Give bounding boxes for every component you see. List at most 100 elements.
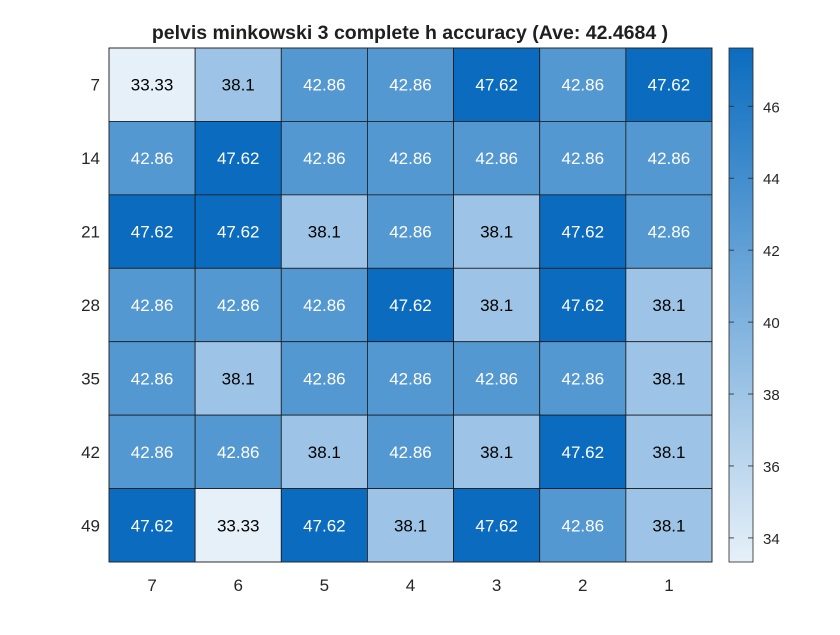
- colorbar-tick-label: 36: [763, 459, 780, 476]
- cell-value-label: 42.86: [303, 76, 346, 95]
- heatmap-cell: [453, 414, 541, 489]
- y-tick-label: 7: [91, 76, 100, 95]
- cell-value-label: 38.1: [652, 443, 685, 462]
- cell-value-label: 38.1: [308, 223, 341, 242]
- heatmap-cell: [108, 47, 196, 122]
- cell-value-label: 42.86: [131, 296, 174, 315]
- colorbar-tick-label: 44: [763, 171, 780, 188]
- x-tick-label: 4: [406, 576, 415, 595]
- cell-value-label: 47.62: [562, 443, 605, 462]
- colorbar-tick-label: 42: [763, 243, 780, 260]
- cell-value-label: 42.86: [562, 369, 605, 388]
- cell-value-label: 42.86: [131, 443, 174, 462]
- y-tick-label: 21: [81, 223, 100, 242]
- heatmap-cell: [367, 414, 454, 489]
- cell-value-label: 47.62: [475, 516, 518, 535]
- cell-value-label: 42.86: [131, 369, 174, 388]
- cell-value-label: 38.1: [480, 223, 513, 242]
- heatmap-cell: [280, 194, 368, 269]
- heatmap-cell: [108, 267, 196, 343]
- cell-value-label: 42.86: [389, 76, 432, 95]
- cell-value-label: 42.86: [562, 149, 605, 168]
- colorbar-tick-label: 38: [763, 387, 780, 404]
- heatmap-cell: [108, 341, 196, 416]
- heatmap-cell: [625, 121, 713, 196]
- cell-value-label: 42.86: [389, 223, 432, 242]
- colorbar-tick-label: 40: [763, 315, 780, 332]
- heatmap-cell: [539, 194, 627, 269]
- cell-value-label: 42.86: [303, 296, 346, 315]
- cell-value-label: 38.1: [652, 516, 685, 535]
- heatmap-cell: [367, 488, 454, 563]
- y-axis-tick-labels: 7 14 21 28 35 42 49: [81, 76, 100, 536]
- cell-value-label: 38.1: [222, 76, 255, 95]
- x-tick-label: 3: [492, 576, 501, 595]
- cell-value-label: 38.1: [652, 369, 685, 388]
- cell-value-label: 42.86: [562, 516, 605, 535]
- colorbar-tick-label: 34: [763, 531, 780, 548]
- y-tick-label: 28: [81, 296, 100, 315]
- cell-value-label: 38.1: [652, 296, 685, 315]
- y-tick-label: 14: [81, 149, 100, 168]
- heatmap-cell: [367, 267, 454, 343]
- x-tick-label: 1: [664, 576, 673, 595]
- cell-value-label: 47.62: [217, 149, 260, 168]
- cell-value-label: 38.1: [222, 369, 255, 388]
- cell-value-label: 42.86: [475, 149, 518, 168]
- colorbar-gradient: [728, 47, 754, 563]
- heatmap-cell: [625, 414, 713, 489]
- heatmap-cell: [367, 47, 454, 122]
- heatmap-cell: [625, 267, 713, 343]
- cell-value-label: 42.86: [389, 369, 432, 388]
- cell-value-label: 38.1: [308, 443, 341, 462]
- heatmap-cell: [539, 47, 627, 122]
- heatmap-cell: [194, 414, 282, 489]
- cell-value-label: 42.86: [217, 296, 260, 315]
- cell-value-label: 33.33: [217, 516, 260, 535]
- heatmap-cell: [108, 414, 196, 489]
- cell-value-label: 47.62: [303, 516, 346, 535]
- cell-value-label: 47.62: [562, 296, 605, 315]
- cell-value-label: 42.86: [648, 149, 691, 168]
- cell-value-label: 42.86: [217, 443, 260, 462]
- cell-value-label: 38.1: [394, 516, 427, 535]
- cell-value-label: 47.62: [562, 223, 605, 242]
- heatmap-cell: [194, 194, 282, 269]
- heatmap-cell: [453, 121, 541, 196]
- cell-value-label: 42.86: [131, 149, 174, 168]
- x-tick-label: 2: [578, 576, 587, 595]
- heatmap-cell: [280, 414, 368, 489]
- y-tick-label: 42: [81, 443, 100, 462]
- heatmap-cell: [280, 341, 368, 416]
- cell-value-label: 47.62: [131, 223, 174, 242]
- heatmap-cell: [539, 488, 627, 563]
- cell-value-label: 33.33: [131, 76, 174, 95]
- x-tick-label: 5: [320, 576, 329, 595]
- heatmap-cell: [625, 488, 713, 563]
- heatmap-cells: [108, 47, 713, 563]
- colorbar-tick-label: 46: [763, 99, 780, 116]
- colorbar: 34 36 38 40 42 44 46: [728, 47, 780, 563]
- y-tick-label: 35: [81, 369, 100, 388]
- heatmap-cell: [194, 47, 282, 122]
- cell-value-label: 47.62: [389, 296, 432, 315]
- cell-value-label: 47.62: [217, 223, 260, 242]
- cell-value-label: 42.86: [303, 369, 346, 388]
- heatmap-cell: [625, 341, 713, 416]
- cell-value-label: 47.62: [648, 76, 691, 95]
- cell-value-label: 42.86: [303, 149, 346, 168]
- heatmap-cell-labels: 33.33 38.1 42.86 42.86 47.62 42.86 47.62 42.86 4…: [131, 76, 690, 536]
- heatmap-cell: [367, 194, 454, 269]
- heatmap-cell: [194, 267, 282, 343]
- heatmap-cell: [539, 267, 627, 343]
- plot-border: [108, 47, 713, 563]
- heatmap-cell: [453, 47, 541, 122]
- heatmap-cell: [539, 121, 627, 196]
- heatmap-cell: [280, 488, 368, 563]
- cell-value-label: 42.86: [389, 443, 432, 462]
- cell-value-label: 47.62: [475, 76, 518, 95]
- cell-value-label: 42.86: [562, 76, 605, 95]
- heatmap-cell: [625, 194, 713, 269]
